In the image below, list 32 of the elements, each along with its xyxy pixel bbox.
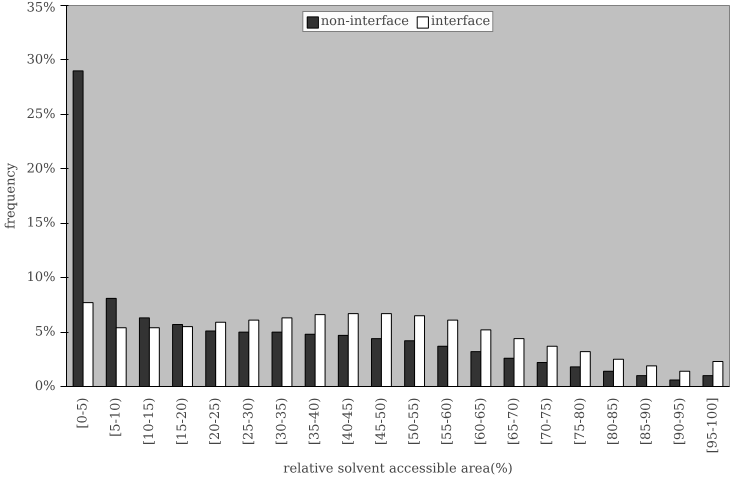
x-tick-label: [45-50) <box>374 397 389 446</box>
y-tick-label: 35% <box>26 0 56 16</box>
x-tick-label: [40-45) <box>340 397 356 446</box>
x-tick-label: [50-55) <box>407 397 422 446</box>
y-tick-label: 25% <box>26 106 56 122</box>
x-tick-label: [95-100] <box>705 397 720 454</box>
x-axis-title: relative solvent accessible area(%) <box>283 461 513 476</box>
x-tick-label: [85-90) <box>639 397 654 446</box>
x-tick-label: [20-25) <box>208 397 224 446</box>
x-tick-label: [15-20) <box>175 397 190 446</box>
legend-label: non-interface <box>320 14 409 29</box>
y-axis-title: frequency <box>4 162 19 230</box>
x-tick-label: [30-35) <box>274 397 290 446</box>
x-tick-label: [80-85) <box>606 397 621 446</box>
x-tick-label: [5-10) <box>108 397 124 437</box>
y-tick-label: 20% <box>26 161 56 176</box>
x-tick-label: [70-75) <box>540 397 555 446</box>
y-tick-label: 5% <box>34 324 56 340</box>
y-tick-label: 0% <box>34 379 56 394</box>
legend-label: interface <box>430 14 490 29</box>
x-tick-label: [25-30) <box>241 397 256 446</box>
x-tick-label: [65-70) <box>506 397 522 446</box>
y-tick-label: 15% <box>26 216 56 231</box>
x-tick-label: [60-65) <box>473 397 488 446</box>
y-tick-label: 30% <box>26 52 56 68</box>
y-tick-label: 10% <box>26 270 56 286</box>
x-tick-label: [0-5) <box>76 398 91 429</box>
x-tick-label: [55-60) <box>440 397 456 446</box>
x-tick-label: [90-95) <box>672 397 688 446</box>
x-tick-label: [10-15) <box>142 397 157 446</box>
x-tick-label: [35-40) <box>308 397 323 446</box>
x-tick-label: [75-80) <box>572 397 588 446</box>
